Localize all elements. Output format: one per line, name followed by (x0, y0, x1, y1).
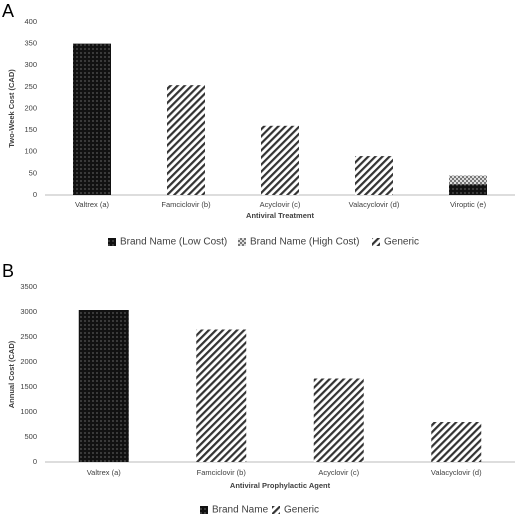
bar (167, 85, 205, 195)
y-tick-label: 0 (33, 457, 37, 466)
legend-swatch (200, 506, 208, 514)
x-axis-title: Antiviral Treatment (246, 211, 314, 220)
bar (431, 422, 482, 462)
x-tick-label: Valacyclovir (d) (431, 468, 482, 477)
legend-swatch (238, 238, 246, 246)
x-tick-label: Valtrex (a) (75, 200, 110, 209)
y-tick-label: 2000 (20, 357, 37, 366)
y-tick-label: 2500 (20, 332, 37, 341)
bar (196, 329, 247, 462)
bar (449, 184, 487, 195)
y-tick-label: 50 (29, 168, 37, 177)
legend-label: Brand Name (High Cost) (250, 237, 359, 248)
x-tick-label: Acyclovir (c) (260, 200, 301, 209)
panel-label: B (2, 261, 14, 281)
legend-swatch (372, 238, 380, 246)
y-tick-label: 150 (24, 125, 37, 134)
x-tick-label: Valacyclovir (d) (349, 200, 400, 209)
y-axis-title: Annual Cost (CAD) (7, 340, 16, 408)
bar (78, 310, 129, 462)
legend-swatch (108, 238, 116, 246)
legend-swatch (272, 506, 280, 514)
bar (355, 156, 393, 195)
x-tick-label: Viroptic (e) (450, 200, 487, 209)
y-tick-label: 350 (24, 39, 37, 48)
y-axis-title: Two-Week Cost (CAD) (7, 69, 16, 148)
bar (261, 125, 299, 195)
y-tick-label: 200 (24, 103, 37, 112)
y-tick-label: 500 (24, 432, 37, 441)
x-tick-label: Acyclovir (c) (318, 468, 359, 477)
y-tick-label: 0 (33, 190, 37, 199)
y-tick-label: 1000 (20, 407, 37, 416)
x-axis-title: Antiviral Prophylactic Agent (230, 481, 331, 490)
bar (73, 43, 111, 195)
legend-label: Generic (284, 505, 319, 516)
legend-label: Generic (384, 237, 419, 248)
y-tick-label: 300 (24, 60, 37, 69)
y-tick-label: 3500 (20, 282, 37, 291)
x-tick-label: Famciclovir (b) (197, 468, 247, 477)
x-tick-label: Valtrex (a) (87, 468, 122, 477)
y-tick-label: 3000 (20, 307, 37, 316)
bar (313, 378, 364, 462)
panel-label: A (2, 1, 14, 21)
x-tick-label: Famciclovir (b) (161, 200, 211, 209)
bar (449, 175, 487, 185)
legend-label: Brand Name (212, 505, 269, 516)
y-tick-label: 100 (24, 147, 37, 156)
legend-label: Brand Name (Low Cost) (120, 237, 227, 248)
y-tick-label: 250 (24, 82, 37, 91)
y-tick-label: 1500 (20, 382, 37, 391)
y-tick-label: 400 (24, 17, 37, 26)
